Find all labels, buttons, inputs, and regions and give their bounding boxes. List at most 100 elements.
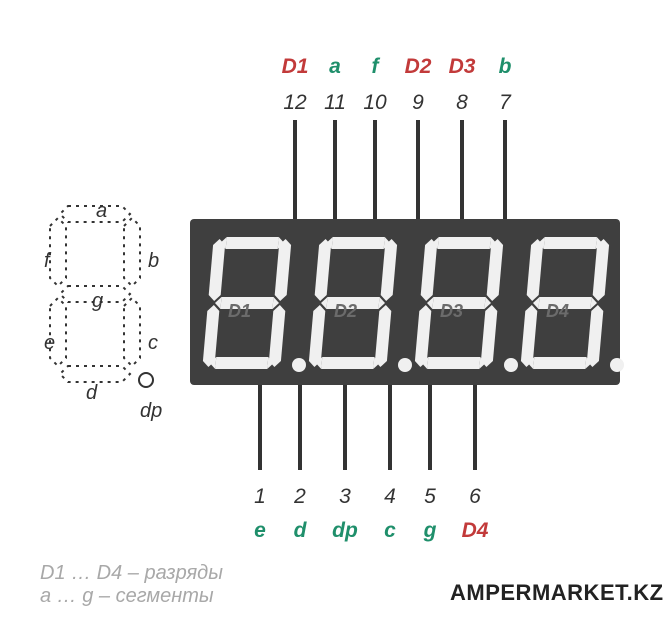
- schematic-label-d: d: [86, 382, 97, 405]
- pin-name: c: [370, 520, 410, 542]
- decimal-point: [398, 358, 412, 372]
- segment-a: [544, 237, 597, 249]
- segment-f: [527, 245, 543, 295]
- pin-number-text: 5: [424, 485, 436, 508]
- pin-name-text: dp: [332, 519, 358, 542]
- pin-number-text: 4: [384, 485, 396, 508]
- segment-f: [421, 245, 437, 295]
- pin-name-text: f: [372, 55, 379, 78]
- pin-name-text: D4: [462, 519, 489, 542]
- schematic-label-f: f: [44, 250, 50, 273]
- segment-e: [309, 311, 325, 361]
- segment-f: [209, 245, 225, 295]
- pin-number: 11: [315, 92, 355, 114]
- pin-number-text: 1: [254, 485, 266, 508]
- pin-number-text: 8: [456, 91, 468, 114]
- pin-number-text: 6: [469, 485, 481, 508]
- pin-name-text: g: [424, 519, 437, 542]
- segment-c: [269, 311, 285, 361]
- pin-name-text: a: [329, 55, 341, 78]
- digit-mark: D4: [546, 301, 569, 322]
- schematic-label-b: b: [148, 250, 159, 273]
- pin-lead: [333, 120, 337, 219]
- pin-number: 1: [240, 486, 280, 508]
- digit-mark: D3: [440, 301, 463, 322]
- schematic-label-e: e: [44, 332, 55, 355]
- segment-d: [321, 357, 374, 369]
- pin-number: 9: [398, 92, 438, 114]
- pin-name: b: [485, 56, 525, 78]
- pin-name-text: e: [254, 519, 266, 542]
- segment-d: [215, 357, 268, 369]
- pin-name: g: [410, 520, 450, 542]
- pin-lead: [460, 120, 464, 219]
- pin-number-text: 9: [412, 91, 424, 114]
- segment-b: [381, 245, 397, 295]
- pin-number-text: 10: [363, 91, 386, 114]
- legend-desc: – сегменты: [93, 585, 213, 607]
- decimal-point: [610, 358, 624, 372]
- pin-name-text: b: [499, 55, 512, 78]
- pin-lead: [416, 120, 420, 219]
- segment-c: [481, 311, 497, 361]
- pin-number: 8: [442, 92, 482, 114]
- pin-name: f: [355, 56, 395, 78]
- pin-name: e: [240, 520, 280, 542]
- pin-lead: [503, 120, 507, 219]
- segment-b: [593, 245, 609, 295]
- segment-f: [315, 245, 331, 295]
- segment-c: [375, 311, 391, 361]
- pin-number: 10: [355, 92, 395, 114]
- pin-name-text: c: [384, 519, 396, 542]
- pin-lead: [258, 385, 262, 470]
- segment-d: [533, 357, 586, 369]
- digit-mark: D2: [334, 301, 357, 322]
- pin-number-text: 11: [324, 91, 346, 114]
- legend-key: a … g: [40, 585, 93, 607]
- schematic-label-dp: dp: [140, 400, 162, 423]
- pin-number: 7: [485, 92, 525, 114]
- segment-d: [427, 357, 480, 369]
- pin-lead: [293, 120, 297, 219]
- schematic-label-g: g: [92, 290, 103, 313]
- pin-number: 3: [325, 486, 365, 508]
- pin-name: D1: [275, 56, 315, 78]
- pin-number: 4: [370, 486, 410, 508]
- schematic-label-c: c: [148, 332, 158, 355]
- pin-number-text: 2: [294, 485, 306, 508]
- pin-name: dp: [325, 520, 365, 542]
- segment-a: [226, 237, 279, 249]
- pin-name-text: D2: [405, 55, 432, 78]
- pin-number-text: 7: [499, 91, 511, 114]
- decimal-point: [292, 358, 306, 372]
- schematic-label-a: a: [96, 200, 107, 223]
- legend-desc: – разряды: [122, 562, 223, 584]
- pin-name: d: [280, 520, 320, 542]
- pin-number-text: 3: [339, 485, 351, 508]
- pin-name: D2: [398, 56, 438, 78]
- pin-name-text: D1: [282, 55, 309, 78]
- segment-b: [487, 245, 503, 295]
- pin-lead: [373, 120, 377, 219]
- watermark: AMPERMARKET.KZ: [450, 580, 664, 606]
- legend-row: a … g – сегменты: [40, 585, 223, 608]
- pin-number: 12: [275, 92, 315, 114]
- pin-lead: [298, 385, 302, 470]
- pin-name: D4: [455, 520, 495, 542]
- pin-lead: [388, 385, 392, 470]
- pin-name-text: D3: [449, 55, 476, 78]
- pin-number: 6: [455, 486, 495, 508]
- pin-number: 2: [280, 486, 320, 508]
- pin-lead: [428, 385, 432, 470]
- pin-name: a: [315, 56, 355, 78]
- digit-mark: D1: [228, 301, 251, 322]
- legend: D1 … D4 – разрядыa … g – сегменты: [40, 562, 223, 608]
- pin-number: 5: [410, 486, 450, 508]
- decimal-point: [504, 358, 518, 372]
- segment-a: [332, 237, 385, 249]
- segment-e: [203, 311, 219, 361]
- legend-row: D1 … D4 – разряды: [40, 562, 223, 585]
- segment-a: [438, 237, 491, 249]
- pin-lead: [473, 385, 477, 470]
- segment-e: [521, 311, 537, 361]
